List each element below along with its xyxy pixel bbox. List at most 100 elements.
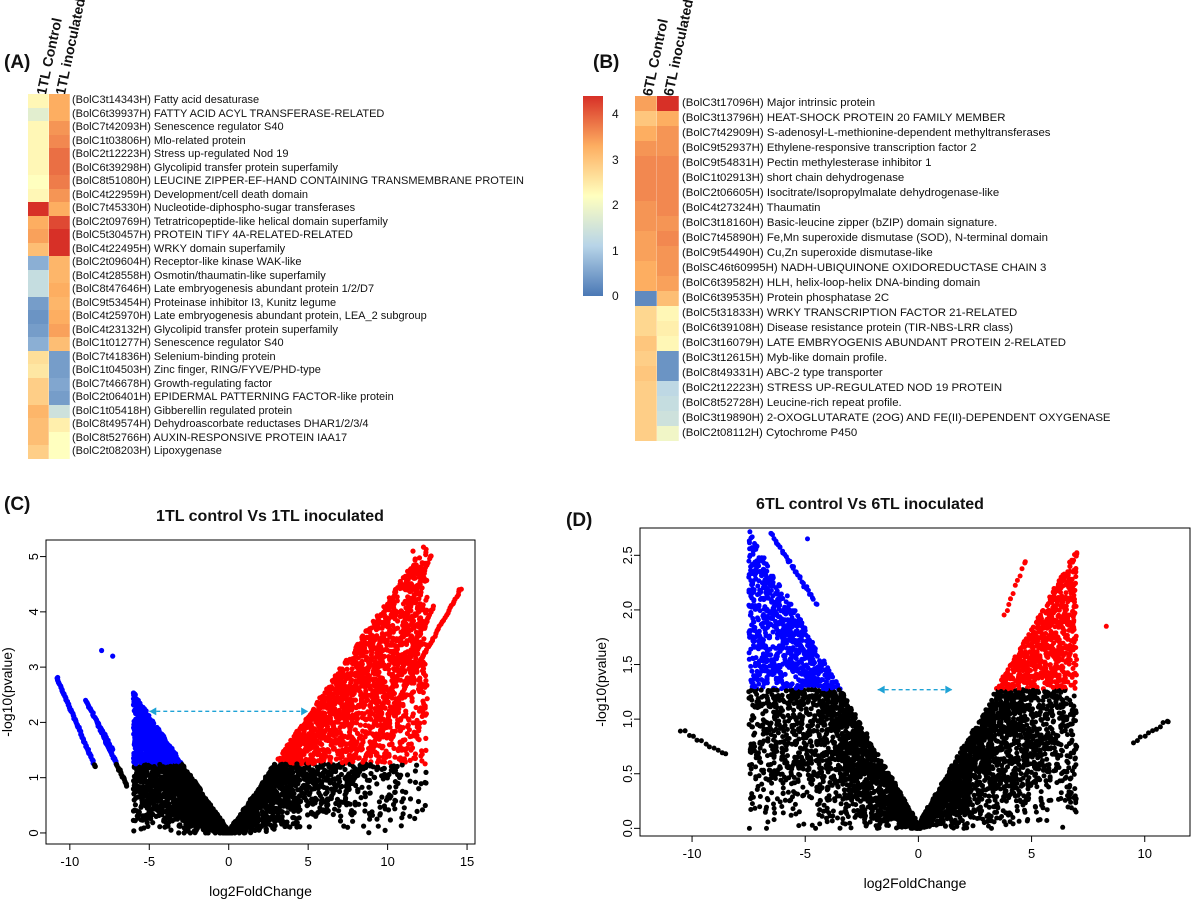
up-regulated-point <box>373 654 379 661</box>
heatmap-b-cell-r14-c2 <box>657 291 679 306</box>
heatmap-a-row-label: (BolC8t52766H) AUXIN-RESPONSIVE PROTEIN … <box>72 431 348 444</box>
heatmap-b-grid <box>635 96 679 452</box>
heatmap-b-cell-r1-c2 <box>657 96 679 111</box>
heatmap-a-cell-r15-c2 <box>49 283 70 297</box>
up-regulated-point <box>368 705 374 711</box>
heatmap-b-cell-r2-c2 <box>657 111 679 126</box>
not-significant-point <box>146 787 152 793</box>
not-significant-point <box>297 824 303 830</box>
heatmap-a-cell-r26-c2 <box>49 431 70 445</box>
up-regulated-point <box>389 673 395 679</box>
heatmap-b-cell-r9-c1 <box>635 216 657 231</box>
not-significant-point <box>141 775 147 781</box>
up-regulated-point <box>417 678 423 684</box>
heatmap-a-cell-r11-c1 <box>28 229 49 243</box>
not-significant-point <box>305 812 311 818</box>
not-significant-point <box>305 800 312 806</box>
up-regulated-point <box>404 730 410 737</box>
y-tick-label: 5 <box>26 553 41 560</box>
not-significant-point <box>338 813 344 819</box>
heatmap-a-cell-r10-c1 <box>28 215 49 229</box>
not-significant-point <box>328 765 334 771</box>
up-regulated-point <box>384 647 390 653</box>
not-significant-point <box>139 800 145 806</box>
heatmap-a-row-label: (BolC5t30457H) PROTEIN TIFY 4A-RELATED-R… <box>72 229 353 241</box>
not-significant-point <box>368 770 374 777</box>
up-regulated-point <box>384 631 390 637</box>
heatmap-a-row-label: (BolC9t53454H) Proteinase inhibitor I3, … <box>72 296 337 309</box>
not-significant-point <box>299 768 305 775</box>
not-significant-point <box>192 830 198 836</box>
heatmap-b-row-label: (BolC6t39535H) Protein phosphatase 2C <box>682 292 890 304</box>
up-regulated-point <box>368 662 374 668</box>
heatmap-a-cell-r25-c2 <box>49 418 70 432</box>
not-significant-point <box>366 830 372 836</box>
data-points <box>54 544 464 836</box>
heatmap-b-row-label: (BolC8t52728H) Leucine-rich repeat profi… <box>682 397 902 409</box>
not-significant-point <box>291 808 297 814</box>
up-regulated-point <box>383 754 389 760</box>
up-regulated-point <box>408 741 414 747</box>
up-regulated-point <box>324 721 330 727</box>
heatmap-a-cell-r6-c2 <box>49 161 70 175</box>
up-regulated-point <box>343 741 350 747</box>
not-significant-point <box>324 806 330 812</box>
heatmap-b-cell-r12-c1 <box>635 261 657 276</box>
up-regulated-point <box>354 664 360 671</box>
heatmap-b-cell-r16-c1 <box>635 321 657 336</box>
up-regulated-point <box>374 613 380 619</box>
heatmap-b-cell-r19-c2 <box>657 366 679 381</box>
not-significant-point <box>332 782 338 788</box>
not-significant-point <box>197 789 203 795</box>
not-significant-point <box>282 819 288 825</box>
up-regulated-point <box>348 690 354 696</box>
up-regulated-point <box>301 728 307 734</box>
not-significant-point <box>184 828 191 834</box>
not-significant-point <box>371 774 377 780</box>
up-regulated-point <box>416 555 423 561</box>
up-regulated-point <box>423 711 429 717</box>
not-significant-point <box>377 804 383 810</box>
heatmap-a-cell-r26-c1 <box>28 431 49 445</box>
y-tick-label: 4 <box>26 608 41 615</box>
not-significant-point <box>366 784 372 790</box>
up-regulated-point <box>301 750 307 756</box>
not-significant-point <box>138 804 144 810</box>
not-significant-point <box>150 820 156 826</box>
not-significant-point <box>362 808 368 814</box>
not-significant-point <box>193 806 200 812</box>
y-tick-label: 2 <box>26 719 41 726</box>
up-regulated-point <box>374 750 380 756</box>
up-regulated-point <box>349 701 355 707</box>
not-significant-point <box>142 790 148 796</box>
up-regulated-point <box>392 612 398 618</box>
up-regulated-point <box>423 682 429 688</box>
up-regulated-point <box>412 751 418 757</box>
not-significant-point <box>298 787 304 793</box>
heatmap-b-cell-r17-c1 <box>635 336 657 351</box>
up-regulated-point <box>321 698 327 704</box>
not-significant-point <box>267 769 273 776</box>
up-regulated-point <box>423 546 429 552</box>
heatmap-a-cell-r27-c1 <box>28 445 49 459</box>
heatmap-a-cell-r19-c1 <box>28 337 49 351</box>
heatmap-a-cell-r16-c1 <box>28 296 49 310</box>
up-regulated-point <box>368 652 374 658</box>
up-regulated-point <box>349 736 355 742</box>
up-regulated-point <box>326 689 332 695</box>
heatmap-b-cell-r16-c2 <box>657 321 679 336</box>
not-significant-point <box>345 824 351 830</box>
up-regulated-point <box>417 620 423 626</box>
not-significant-point <box>407 796 414 802</box>
x-tick-label: 5 <box>305 854 312 869</box>
heatmap-a-row-label: (BolC4t22495H) WRKY domain superfamily <box>72 242 286 255</box>
up-regulated-point <box>367 730 373 736</box>
not-significant-point <box>399 762 405 768</box>
heatmap-b-cell-r15-c2 <box>657 306 679 321</box>
not-significant-point <box>140 784 146 790</box>
not-significant-point <box>375 823 381 829</box>
not-significant-point <box>338 771 344 778</box>
not-significant-point <box>263 826 269 832</box>
heatmap-b-cell-r15-c1 <box>635 306 657 321</box>
not-significant-point <box>415 798 422 805</box>
